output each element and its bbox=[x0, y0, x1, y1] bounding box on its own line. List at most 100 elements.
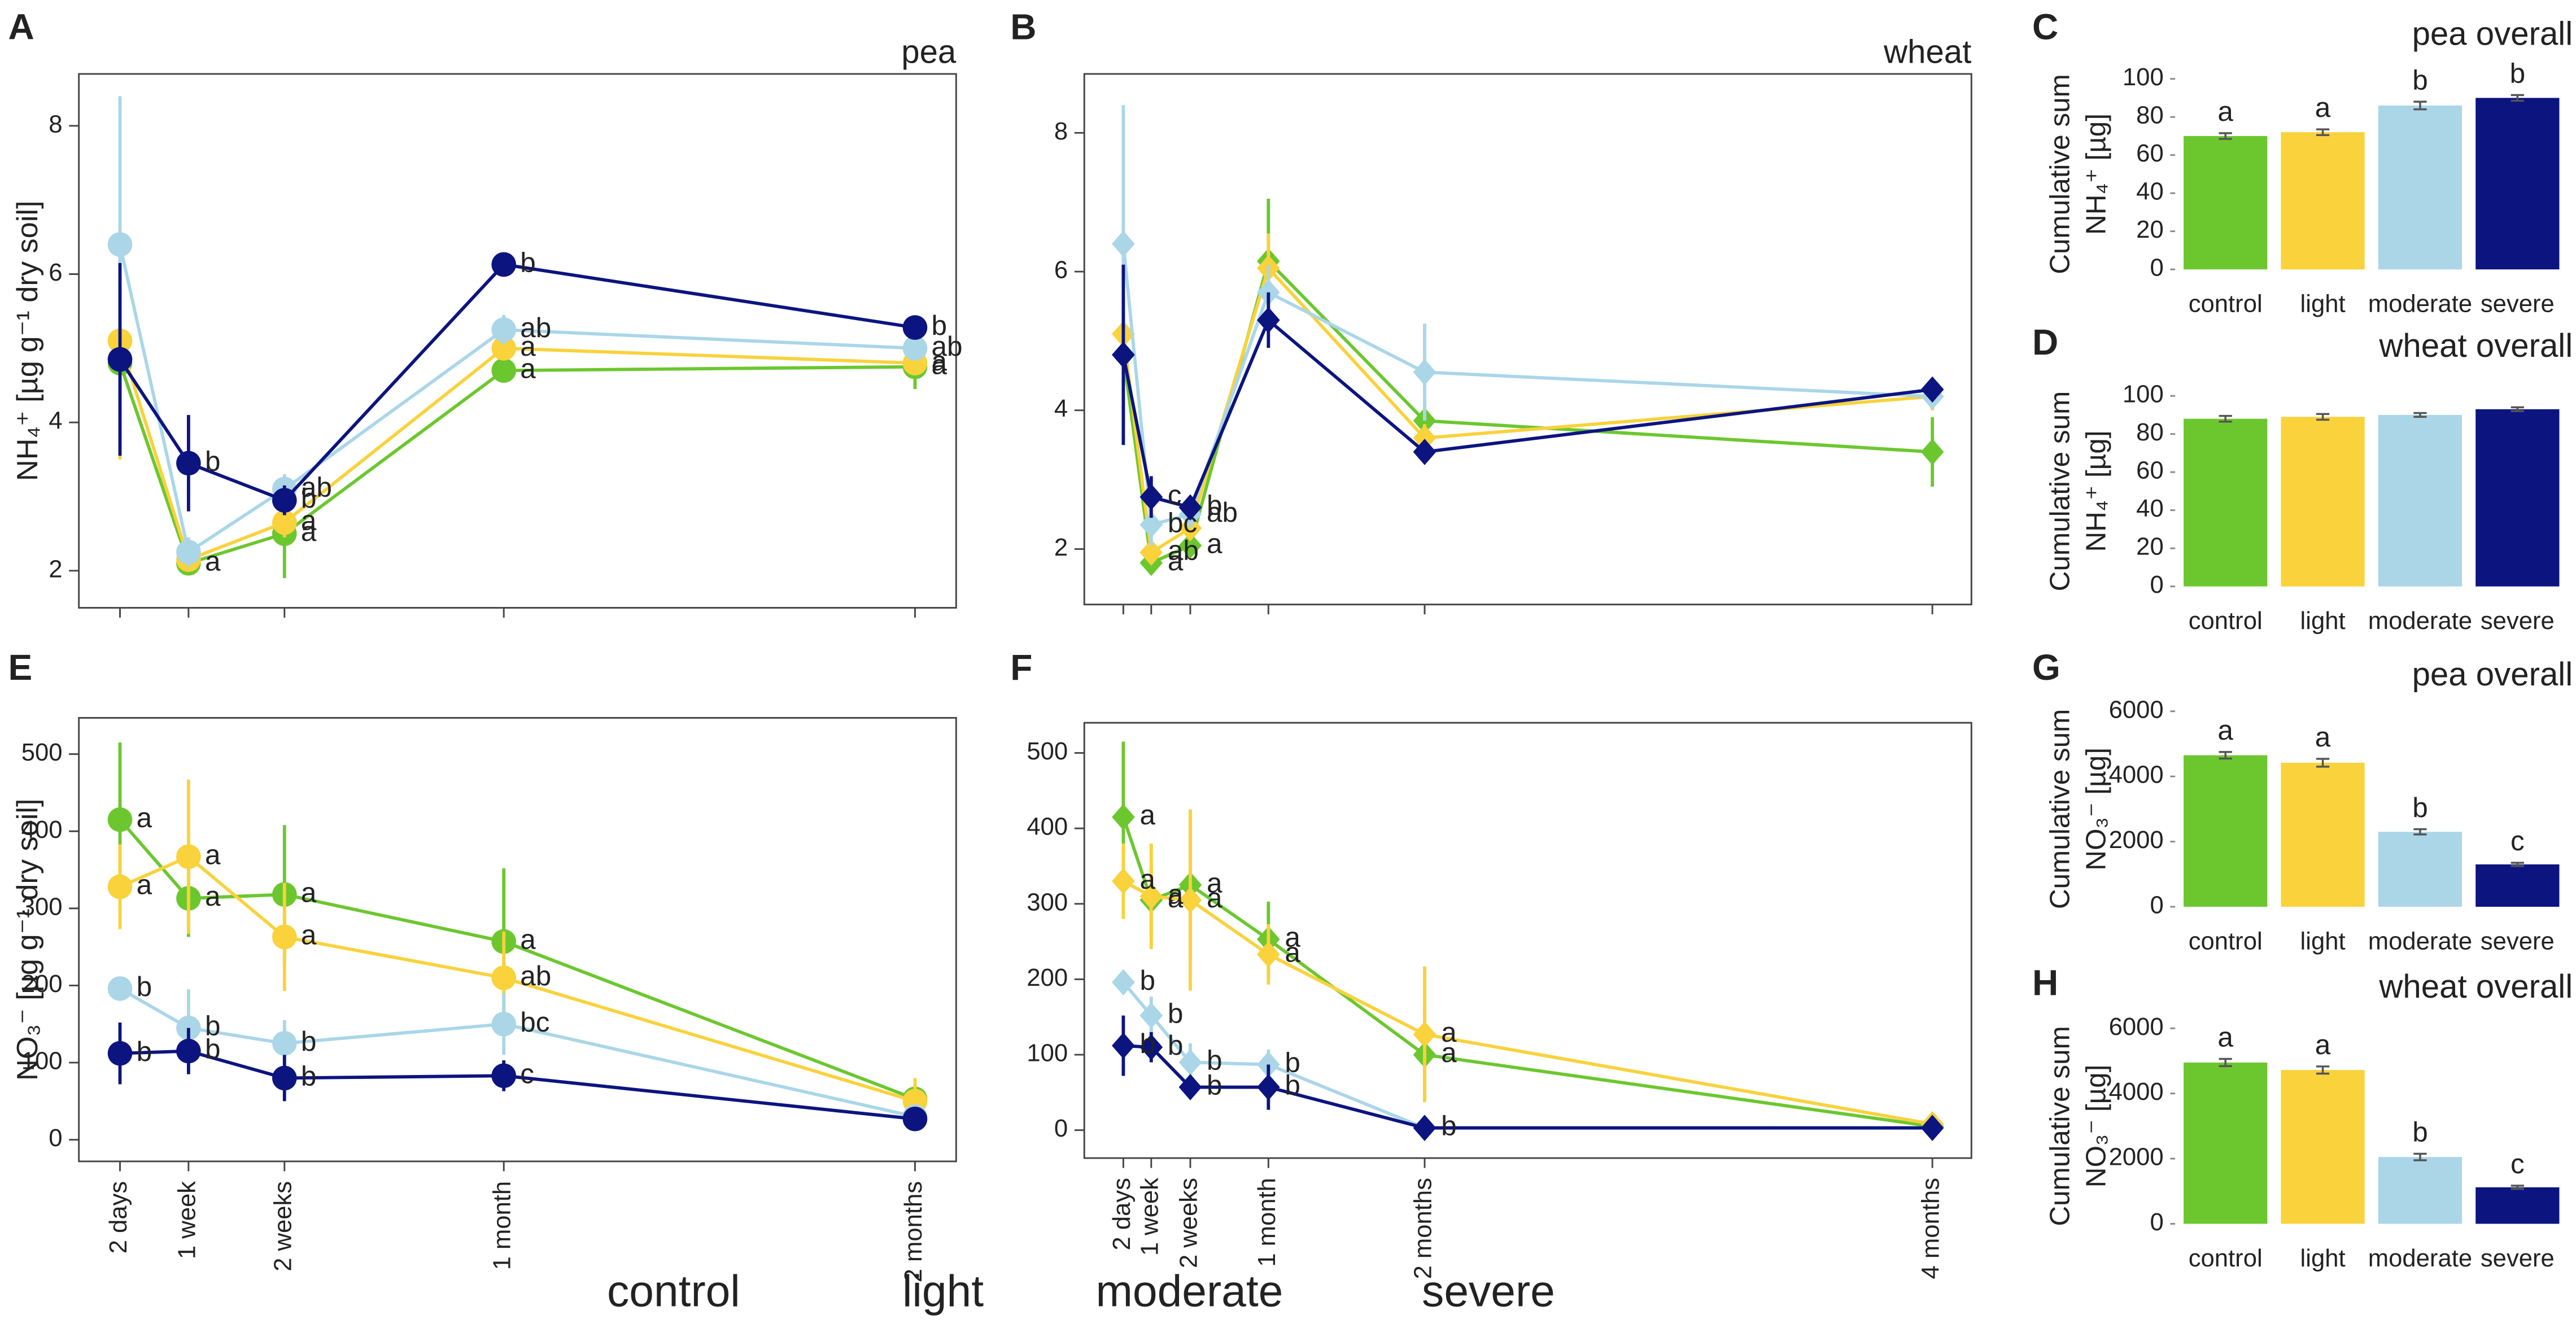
significance-letter: b bbox=[205, 1011, 221, 1042]
marker bbox=[1112, 1032, 1135, 1059]
significance-letter: ab bbox=[1207, 497, 1238, 528]
marker bbox=[1178, 532, 1202, 559]
panel-label: D bbox=[2032, 322, 2058, 362]
significance-letter: b bbox=[520, 247, 536, 278]
marker bbox=[1139, 1034, 1163, 1060]
marker bbox=[1413, 1021, 1437, 1048]
marker bbox=[1139, 483, 1163, 510]
x-tick-label: severe bbox=[2481, 1244, 2555, 1272]
y-tick-label: 200 bbox=[21, 970, 63, 998]
x-tick-label: 2 weeks bbox=[269, 1181, 296, 1271]
y-tick-label: 40 bbox=[2136, 495, 2164, 522]
plot-frame bbox=[78, 716, 957, 1163]
x-tick-label: 4 months bbox=[1917, 1178, 1945, 1279]
marker bbox=[1920, 1115, 1944, 1141]
significance-letter: ab bbox=[520, 960, 551, 991]
bar bbox=[2281, 417, 2365, 587]
significance-letter: a bbox=[520, 924, 536, 955]
significance-letter: a bbox=[137, 869, 152, 901]
marker bbox=[1178, 886, 1202, 914]
bar bbox=[2184, 418, 2268, 587]
significance-letter: a bbox=[2315, 92, 2331, 123]
x-tick-label: light bbox=[2300, 290, 2346, 318]
significance-letter: b bbox=[1207, 1070, 1222, 1101]
plot-frame bbox=[1083, 73, 1972, 606]
y-tick-label: 0 bbox=[2150, 571, 2163, 598]
y-tick-label: 100 bbox=[21, 1047, 63, 1075]
y-tick-label: 6 bbox=[1054, 256, 1068, 284]
y-tick-label: 4 bbox=[1054, 395, 1068, 422]
y-tick-label: 6000 bbox=[2109, 696, 2164, 723]
y-tick-label: 2 bbox=[1054, 534, 1068, 561]
x-tick-label: moderate bbox=[2368, 1244, 2472, 1272]
significance-letter: b bbox=[2412, 64, 2428, 95]
x-tick-label: control bbox=[2189, 290, 2263, 318]
y-tick-label: 40 bbox=[2136, 178, 2164, 206]
plot-frame bbox=[1083, 722, 1972, 1159]
bar bbox=[2184, 1062, 2268, 1224]
significance-letter: a bbox=[932, 349, 948, 381]
significance-letter: a bbox=[2217, 96, 2233, 127]
marker bbox=[107, 807, 133, 832]
panel-title: pea overall bbox=[2412, 656, 2573, 693]
significance-letter: c bbox=[2510, 1148, 2525, 1179]
significance-letter: c bbox=[1168, 479, 1182, 510]
series-line bbox=[1121, 265, 1933, 556]
marker bbox=[902, 315, 928, 340]
marker bbox=[1256, 941, 1280, 968]
marker bbox=[1178, 1074, 1202, 1100]
significance-letter: a bbox=[1207, 867, 1222, 898]
bar bbox=[2378, 414, 2463, 587]
significance-letter: a bbox=[2217, 715, 2233, 746]
panel-label: G bbox=[2032, 647, 2060, 688]
y-tick-label: 4000 bbox=[2109, 761, 2164, 789]
marker bbox=[1139, 539, 1163, 566]
significance-letter: b bbox=[2412, 1117, 2428, 1148]
y-tick-label: 100 bbox=[2123, 63, 2164, 91]
marker bbox=[491, 336, 517, 361]
y-axis-label: Cumulative sum bbox=[2044, 74, 2075, 274]
panel-label: A bbox=[8, 6, 34, 47]
panel-label: H bbox=[2032, 963, 2058, 1003]
marker bbox=[272, 1031, 297, 1056]
marker bbox=[1139, 512, 1163, 538]
significance-letter: a bbox=[1207, 528, 1222, 559]
panel-title: wheat overall bbox=[2378, 327, 2573, 364]
y-axis-label: NO₃⁻ [µg] bbox=[2080, 748, 2111, 871]
y-axis-label: Cumulative sum bbox=[2044, 1026, 2075, 1226]
y-axis-label: NH₄⁺ [µg g⁻¹ dry soil] bbox=[11, 200, 44, 481]
y-tick-label: 500 bbox=[1027, 737, 1068, 765]
panel-label: C bbox=[2032, 6, 2058, 47]
marker bbox=[107, 976, 133, 1001]
x-tick-label: moderate bbox=[2368, 607, 2472, 635]
y-tick-label: 200 bbox=[1027, 964, 1068, 991]
marker bbox=[1112, 342, 1135, 368]
marker bbox=[176, 1038, 201, 1064]
bar bbox=[2378, 105, 2463, 270]
y-tick-label: 2 bbox=[49, 555, 62, 583]
significance-letter: a bbox=[1285, 922, 1300, 953]
x-tick-label: control bbox=[2189, 928, 2263, 955]
x-tick-label: moderate bbox=[2368, 928, 2472, 955]
bar bbox=[2281, 132, 2365, 270]
significance-letter: a bbox=[205, 839, 221, 870]
marker bbox=[107, 874, 133, 899]
y-tick-label: 2000 bbox=[2109, 826, 2164, 854]
marker bbox=[272, 488, 297, 513]
marker bbox=[176, 451, 201, 476]
significance-letter: b bbox=[932, 310, 948, 341]
significance-letter: a bbox=[2217, 1022, 2233, 1053]
y-axis-label: NH₄⁺ [µg] bbox=[2080, 113, 2111, 235]
y-tick-label: 4 bbox=[49, 407, 62, 435]
marker bbox=[1112, 803, 1135, 831]
x-tick-label: 1 month bbox=[1253, 1178, 1281, 1267]
x-tick-label: severe bbox=[2481, 928, 2555, 955]
significance-letter: c bbox=[520, 1058, 534, 1089]
marker bbox=[1256, 1074, 1280, 1100]
x-tick-label: light bbox=[2300, 607, 2346, 635]
y-tick-label: 6000 bbox=[2109, 1013, 2164, 1041]
y-tick-label: 0 bbox=[2150, 254, 2163, 282]
marker bbox=[107, 1041, 133, 1066]
x-tick-label: 2 months bbox=[1409, 1178, 1437, 1279]
